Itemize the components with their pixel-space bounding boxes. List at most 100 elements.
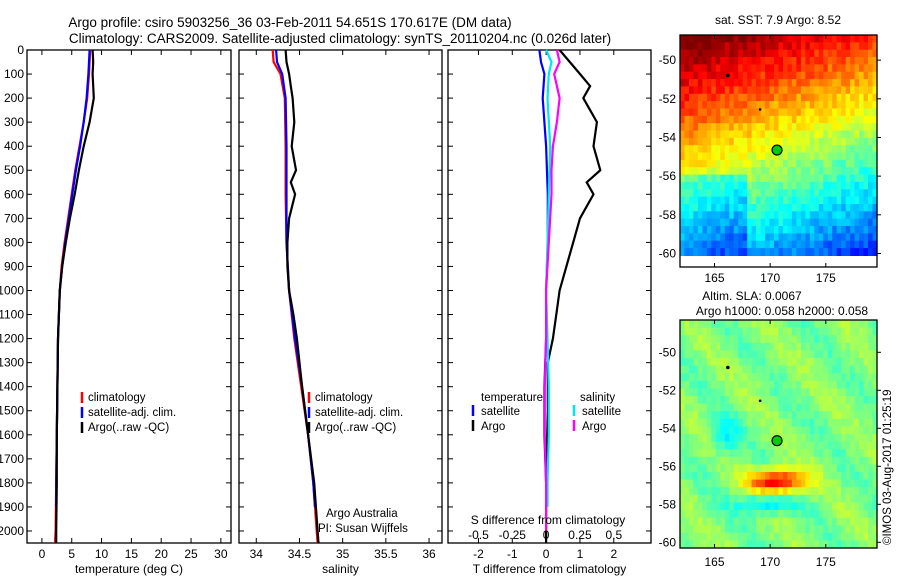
map-cell [814, 49, 820, 58]
map-title-sla: Altim. SLA: 0.0067 [702, 289, 802, 303]
map-cell [805, 174, 811, 183]
map-cell [778, 93, 784, 102]
map-cell [841, 196, 847, 205]
map-cell [680, 373, 686, 382]
map-x-tick-label: 170 [760, 555, 780, 569]
map-cell [805, 211, 811, 220]
map-cell [738, 525, 744, 534]
map-cell [689, 525, 695, 534]
map-cell [760, 79, 766, 87]
map-cell [774, 240, 780, 249]
map-cell [850, 365, 856, 374]
map-cell [863, 130, 869, 139]
map-cell [827, 233, 833, 242]
map-cell [800, 167, 806, 176]
map-cell [724, 240, 730, 249]
map-cell [738, 240, 744, 249]
map-cell [756, 218, 762, 227]
map-cell [760, 145, 766, 154]
map-cell [706, 42, 712, 51]
map-cell [729, 130, 735, 139]
map-cell [724, 204, 730, 212]
map-cell [680, 189, 686, 198]
map-cell [787, 441, 793, 450]
map-cell [715, 248, 721, 256]
map-cell [805, 502, 811, 511]
y-tick-label: 1300 [0, 356, 24, 370]
map-cell [783, 502, 789, 511]
map-cell [800, 411, 806, 420]
map-cell [863, 181, 869, 190]
map-cell [818, 434, 824, 443]
map-cell [680, 86, 686, 95]
map-cell [769, 174, 775, 183]
map-cell [715, 510, 721, 519]
map-cell [715, 93, 721, 102]
map-cell [868, 108, 874, 117]
map-cell [689, 411, 695, 420]
map-frame-sla-map [679, 319, 878, 549]
map-cell [693, 540, 699, 549]
map-cell [814, 373, 820, 382]
map-cell [868, 71, 874, 80]
map-cell [733, 327, 739, 336]
map-cell [684, 130, 690, 139]
map-cell [823, 418, 829, 427]
map-cell [832, 335, 838, 344]
map-cell [724, 181, 730, 190]
map-cell [711, 174, 717, 183]
map-cell [733, 35, 739, 43]
map-cell [765, 434, 771, 443]
map-cell [680, 449, 686, 458]
map-cell [765, 189, 771, 198]
map-cell [800, 115, 806, 124]
map-cell [774, 373, 780, 382]
map-cell [800, 365, 806, 374]
map-cell [729, 159, 735, 168]
map-cell [832, 93, 838, 102]
map-cell [702, 189, 708, 198]
map-cell [747, 373, 753, 382]
x-axis-label: temperature (deg C) [75, 562, 183, 576]
map-cell [841, 494, 847, 503]
map-cell [827, 426, 833, 435]
map-cell [693, 49, 699, 58]
map-cell [872, 411, 878, 420]
map-cell [791, 211, 797, 220]
map-cell [778, 502, 784, 511]
map-cell [742, 248, 748, 256]
map-cell [809, 101, 815, 109]
map-cell [818, 350, 824, 359]
map-cell [738, 71, 744, 80]
map-cell [711, 510, 717, 519]
map-cell [769, 411, 775, 420]
map-cell [814, 218, 820, 227]
map-cell [783, 174, 789, 183]
map-cell [778, 426, 784, 435]
map-cell [715, 426, 721, 435]
map-cell [791, 342, 797, 351]
map-cell [711, 335, 717, 344]
map-cell [760, 130, 766, 139]
map-cell [697, 350, 703, 359]
map-cell [729, 233, 735, 242]
map-cell [863, 342, 869, 351]
map-cell [738, 418, 744, 427]
map-cell [720, 35, 726, 43]
map-cell [832, 218, 838, 227]
map-cell [689, 472, 695, 481]
map-cell [697, 189, 703, 198]
map-cell [854, 130, 860, 139]
map-cell [738, 456, 744, 465]
map-cell [859, 108, 865, 117]
map-cell [742, 532, 748, 541]
map-cell [697, 396, 703, 405]
map-cell [769, 93, 775, 102]
map-cell [756, 540, 762, 549]
map-cell [859, 487, 865, 496]
map-cell [791, 93, 797, 102]
map-cell [742, 240, 748, 249]
map-cell [800, 218, 806, 227]
map-cell [832, 411, 838, 420]
map-cell [680, 71, 686, 80]
